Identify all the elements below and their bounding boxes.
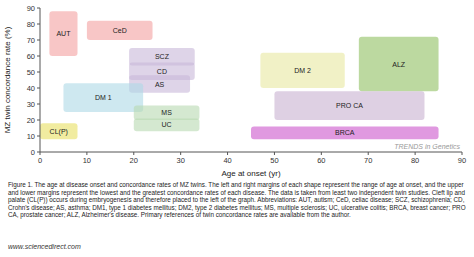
box-label: AUT	[56, 30, 71, 37]
box-label: AS	[155, 81, 165, 88]
y-tick	[37, 40, 40, 41]
y-tick	[37, 8, 40, 9]
x-tick	[368, 152, 369, 155]
x-tick	[227, 152, 228, 155]
x-axis-line	[40, 152, 462, 153]
axes: 0 10 20 30 40 50 60 70 80 90 0 10 20 30 40 50 60 70 80 90	[27, 4, 467, 166]
y-tick	[37, 56, 40, 57]
x-tick-label: 0	[38, 156, 42, 165]
x-tick	[321, 152, 322, 155]
y-tick-label: 10	[27, 132, 35, 141]
y-tick-label: 0	[31, 148, 35, 157]
y-tick	[37, 88, 40, 89]
y-tick-label: 40	[27, 84, 35, 93]
y-tick-label: 30	[27, 100, 35, 109]
x-tick-label: 90	[458, 156, 466, 165]
range-box	[251, 126, 439, 139]
y-tick-label: 60	[27, 52, 35, 61]
range-box	[49, 11, 77, 56]
x-tick-label: 70	[364, 156, 372, 165]
x-axis-label: Age at onset (yr)	[221, 169, 280, 178]
box-label: SCZ	[155, 53, 170, 60]
title: TRENDS in Genetics	[394, 143, 460, 150]
box-label: ALZ	[392, 61, 406, 68]
y-tick	[37, 120, 40, 121]
box-label: UC	[162, 121, 172, 128]
x-tick-label: 80	[411, 156, 419, 165]
box-label: DM 2	[294, 67, 311, 74]
x-tick	[274, 152, 275, 155]
x-tick-label: 40	[223, 156, 231, 165]
box-label: CD	[157, 68, 167, 75]
box-label: MS	[161, 109, 172, 116]
box-label: DM 1	[95, 94, 112, 101]
y-tick	[37, 136, 40, 137]
y-tick	[37, 72, 40, 73]
range-box	[260, 53, 344, 88]
box-label: CeD	[113, 27, 127, 34]
x-tick-label: 60	[317, 156, 325, 165]
y-tick-label: 70	[27, 36, 35, 45]
marks	[40, 11, 439, 139]
y-tick-label: 80	[27, 20, 35, 29]
range-box	[359, 37, 439, 91]
y-tick-label: 50	[27, 68, 35, 77]
x-tick	[415, 152, 416, 155]
mark-labels: AUT CeD SCZ CD AS DM 1 MS UC CL(P) DM 2 ALZ PRO CA B…	[50, 27, 406, 136]
x-tick-label: 20	[130, 156, 138, 165]
y-tick	[37, 24, 40, 25]
range-box	[87, 21, 153, 40]
y-tick-label: 90	[27, 4, 35, 13]
x-tick	[133, 152, 134, 155]
y-tick	[37, 152, 40, 153]
range-box	[134, 118, 200, 131]
y-axis-label: MZ twin concordance rate (%)	[3, 26, 12, 133]
y-axis-line	[40, 8, 41, 152]
range-box	[274, 91, 424, 120]
source: www.sciencedirect.com	[8, 243, 81, 250]
range-box	[40, 123, 78, 139]
x-tick-label: 10	[83, 156, 91, 165]
x-tick	[86, 152, 87, 155]
range-box	[63, 83, 143, 112]
range-box	[134, 106, 200, 120]
caption: Figure 1. The age at disease onset and c…	[8, 181, 466, 219]
chart: AUT CeD SCZ CD AS DM 1 MS UC CL(P) DM 2 ALZ PRO CA B…	[0, 0, 474, 180]
box-label: PRO CA	[336, 102, 363, 109]
x-tick-label: 50	[270, 156, 278, 165]
y-tick-label: 20	[27, 116, 35, 125]
box-label: BRCA	[335, 129, 355, 136]
x-tick-label: 30	[176, 156, 184, 165]
y-tick	[37, 104, 40, 105]
box-label: CL(P)	[50, 128, 68, 136]
x-tick	[462, 152, 463, 155]
x-tick	[180, 152, 181, 155]
